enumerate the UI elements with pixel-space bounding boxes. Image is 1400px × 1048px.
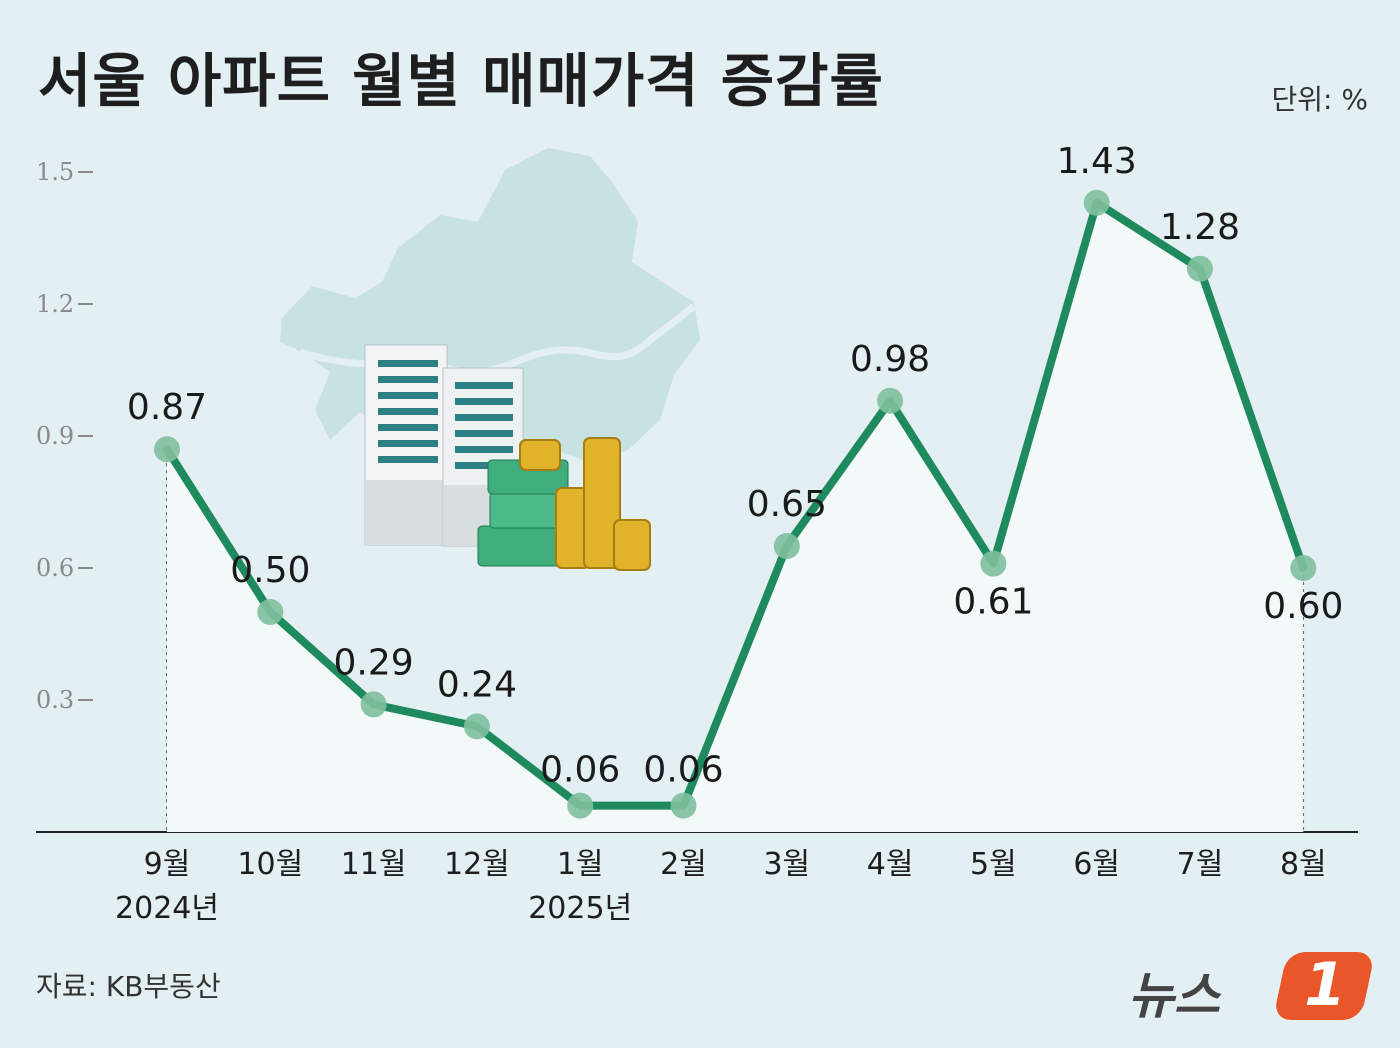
data-point [1290,555,1317,581]
data-point [257,599,284,625]
x-tick-label: 1월 [557,847,604,882]
data-label: 0.06 [540,750,620,791]
cash-and-coins-icon [477,437,651,571]
y-tick-label: 0.6 [36,554,74,582]
y-tick-label: 0.9 [36,422,74,450]
data-label: 0.65 [747,484,827,525]
y-tick-label: 1.5 [36,158,74,186]
unit-label: 단위: % [1271,83,1368,116]
series-line [163,198,1308,810]
data-point [567,792,594,819]
x-tick-label: 11월 [341,847,407,882]
data-point [360,691,387,718]
logo-badge-number: 1 [1304,950,1346,1020]
data-label: 0.98 [850,339,930,380]
data-point [773,533,800,559]
y-tick-label: 1.2 [36,290,74,318]
data-point [154,436,180,463]
data-point [670,792,697,819]
data-label: 0.60 [1263,586,1343,627]
news1-logo: 뉴스 1 [1128,948,1376,1025]
logo-text: 뉴스 [1128,967,1220,1025]
x-tick-label: 8월 [1280,847,1327,882]
source-label: 자료: KB부동산 [36,970,221,1003]
x-year-label: 2025년 [528,891,632,926]
data-label: 0.06 [643,750,723,791]
data-label: 1.28 [1160,207,1240,248]
y-tick-label: 0.3 [36,686,74,714]
data-label: 0.50 [230,550,310,591]
x-tick-label: 12월 [444,847,510,882]
area-fill [167,202,1304,833]
x-tick-label: 3월 [763,847,810,882]
x-tick-label: 5월 [970,847,1017,882]
data-point [877,387,904,414]
data-point [1187,255,1213,282]
x-tick-label: 10월 [237,847,303,882]
x-tick-label: 9월 [144,847,191,882]
data-point [1083,189,1110,216]
data-label: 0.24 [437,664,517,705]
x-tick-label: 2월 [660,847,707,882]
chart-title: 서울 아파트 월별 매매가격 증감률 [38,47,884,115]
data-labels: 9월 2024년 10월 11월 12월 1월 2025년 2월 3월 4월 5월 6월 7월 8월 0.8… [115,141,1343,926]
data-label: 0.87 [127,387,207,428]
data-label: 0.61 [953,582,1033,623]
data-label: 1.43 [1057,141,1137,182]
x-tick-label: 4월 [867,847,914,882]
data-point [980,550,1007,577]
x-tick-label: 7월 [1177,847,1224,882]
data-label: 0.29 [334,642,414,683]
x-tick-label: 6월 [1073,847,1120,882]
x-year-label: 2024년 [115,891,219,926]
illustration [280,148,700,571]
data-point [463,713,490,740]
series [154,189,1317,833]
